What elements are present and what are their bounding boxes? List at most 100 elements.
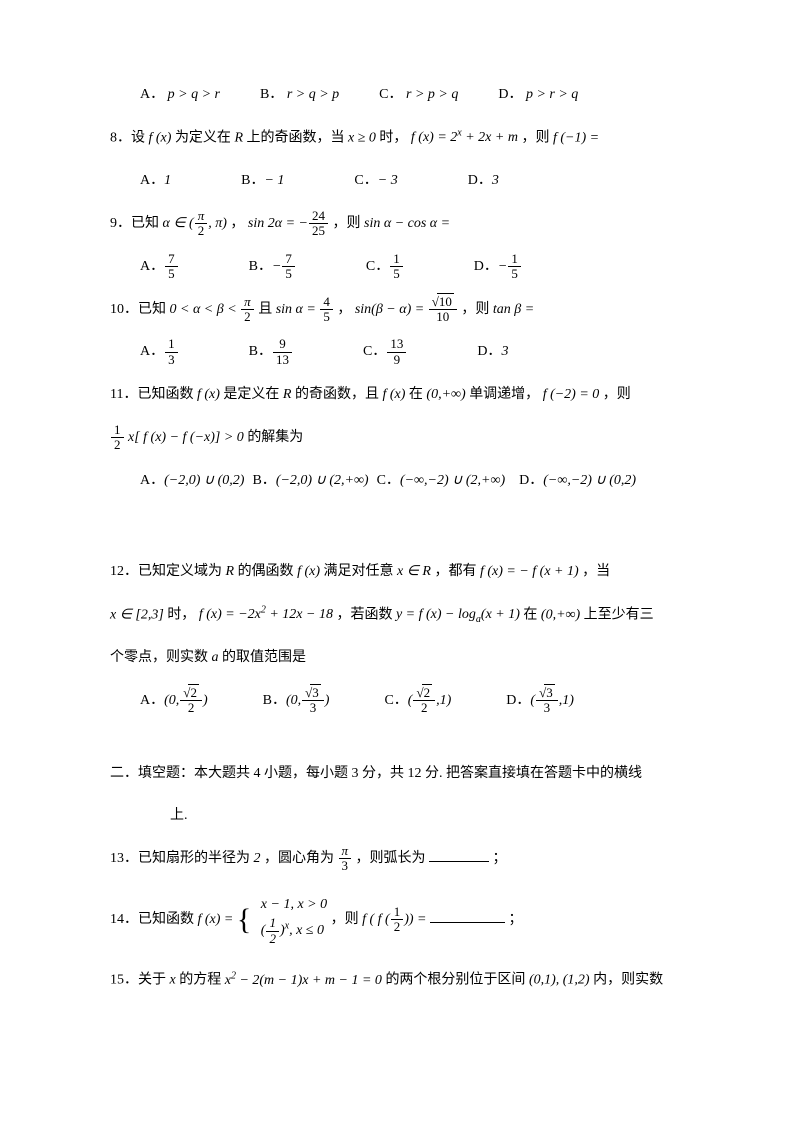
label: A． [140,87,164,102]
n: 1 [111,423,124,438]
rp: ,1) [559,693,574,708]
l: A． [140,473,164,488]
opt-10C: C．139 [363,337,407,368]
d: 2 [111,438,124,452]
opt-12B: B．(0,33) [263,686,330,717]
n: 1 [391,905,404,920]
lp: ( [530,693,535,708]
q11-line1: 11．已知函数 f (x) 是定义在 R 的奇函数，且 f (x) 在 (0,+… [110,380,710,411]
frac-pi2: π2 [241,295,254,325]
d: 3 [302,701,324,715]
opt-9B: B．−75 [249,252,296,283]
r: 3 [305,685,321,700]
r: 3 [539,685,555,700]
tanb: tan β = [493,302,534,317]
n: 2 [180,686,202,701]
d: 5 [320,310,333,324]
t: 的方程 [179,973,221,988]
opt-10B: B．913 [249,337,293,368]
q12-line2: x ∈ [2,3] 时， f (x) = −2x2 + 12x − 18 ，若函… [110,600,710,631]
opt-11C: C．(−∞,−2) ∪ (2,+∞) [377,466,506,497]
label: C． [379,87,402,102]
opt-8D: D．3 [468,166,499,197]
sina: sin α = [276,302,316,317]
sinba: sin(β − α) = [355,302,424,317]
n: 1 [508,252,521,267]
half: 12 [111,423,124,453]
ask: f (−1) = [553,130,599,145]
f: 22 [180,686,202,716]
rp: ) [203,693,208,708]
t: 的偶函数 [238,564,294,579]
e1: f (x) = 2 [411,130,457,145]
l: D． [468,173,492,188]
t: 上的奇函数，当 [247,130,345,145]
t: 11．已知函数 [110,387,193,402]
fx2: f (x) [382,387,405,402]
e2: + 12x − 18 [266,607,333,622]
label: B． [260,87,283,102]
expr: x[ f (x) − f (−x)] > 0 [128,430,244,445]
l: C． [377,473,400,488]
q7-options: A． p > q > r B． r > q > p C． r > p > q D… [140,80,710,111]
l: D． [477,344,501,359]
n: 4 [320,295,333,310]
s: 3 [310,684,321,700]
f: 13 [165,337,178,367]
v: (−2,0) ∪ (0,2) [164,473,244,488]
t: ，若函数 [336,607,392,622]
fx: f (x) = [198,912,234,927]
t: 12．已知定义域为 [110,564,222,579]
a1: f ( f ( [362,912,390,927]
l: A． [140,693,164,708]
R: R [234,130,243,145]
opt-8A: A．1 [140,166,171,197]
opt-9C: C．15 [366,252,404,283]
v: (−∞,−2) ∪ (0,2) [543,473,636,488]
v: − 1 [264,173,284,188]
l: A． [140,345,164,360]
opt-8B: B．− 1 [241,166,284,197]
l: B． [241,173,264,188]
label: D． [498,87,522,102]
fx: f (x) [197,387,220,402]
xr: x ∈ R [397,564,431,579]
v: 1 [164,173,171,188]
n: 7 [282,252,295,267]
t: 8．设 [110,130,145,145]
t: ，圆心角为 [264,851,334,866]
s: 2 [188,684,199,700]
d: 3 [165,353,178,367]
v: 3 [501,344,508,359]
frac-pi2: π2 [195,209,208,239]
d: 2 [413,701,435,715]
r: 0 < α < β < [170,302,237,317]
two: 2 [254,851,261,866]
t: 个零点，则实数 [110,650,208,665]
l: A． [140,173,164,188]
t: 为定义在 [175,130,231,145]
f: 139 [387,337,406,367]
t: ，则 [603,387,631,402]
l: C． [366,259,389,274]
l: D． [519,473,543,488]
xr: x ∈ [2,3] [110,607,164,622]
half: 12 [391,905,404,935]
f2: f (−2) = 0 [543,387,600,402]
d: 13 [273,353,292,367]
expr: f (x) = 2x + 2x + m [411,130,518,145]
opt-11B: B．(−2,0) ∪ (2,+∞) [252,466,368,497]
t: 时， [379,130,407,145]
e2: + 2x + m [462,130,518,145]
q10-options: A．13 B．913 C．139 D．3 [140,337,710,368]
l: C． [384,693,407,708]
opt-10A: A．13 [140,337,179,368]
t: ，都有 [434,564,476,579]
expr: r > q > p [287,87,339,102]
n: 9 [273,337,292,352]
f: 33 [302,686,324,716]
t: 上至少有三 [584,607,654,622]
v: (−∞,−2) ∪ (2,+∞) [400,473,505,488]
rad: 10 [432,294,454,309]
frac-sqrt10: 1010 [429,295,457,325]
